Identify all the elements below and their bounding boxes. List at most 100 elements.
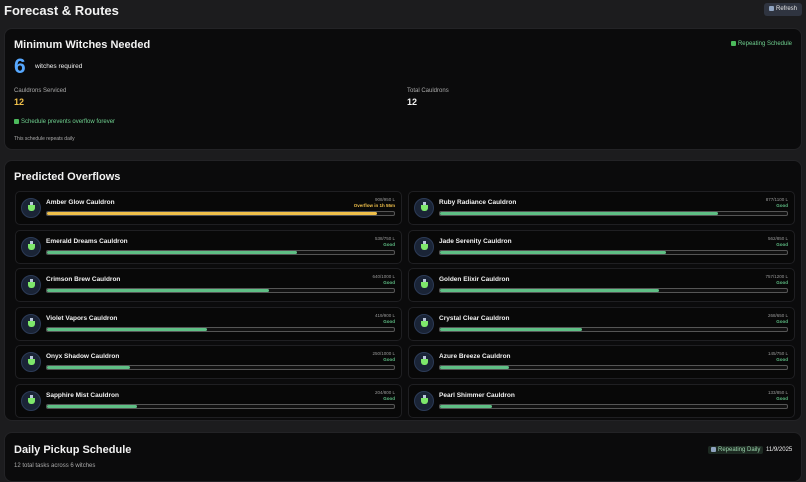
flask-neck bbox=[30, 356, 33, 359]
fill-bar bbox=[47, 327, 207, 331]
cauldron-icon bbox=[21, 390, 41, 411]
cauldron-status: Good bbox=[776, 318, 788, 324]
cauldron-volume: 908/950 L bbox=[374, 197, 395, 202]
summary: 12 total tasks across 6 witches bbox=[14, 463, 96, 469]
cauldron-volume: 204/800 L bbox=[374, 389, 395, 395]
cauldron-item: Ruby Radiance Cauldron 877/1100 L Good bbox=[408, 191, 795, 225]
cauldron-item: Onyx Shadow Cauldron 250/1000 L Good bbox=[15, 345, 402, 379]
cauldron-name: Onyx Shadow Cauldron bbox=[46, 353, 120, 360]
flask-body bbox=[421, 282, 428, 288]
cauldron-name: Amber Glow Cauldron bbox=[46, 199, 115, 206]
fill-bar bbox=[440, 212, 718, 215]
note: This schedule repeats daily bbox=[14, 136, 75, 142]
fill-bar bbox=[440, 289, 659, 292]
fill-bar bbox=[440, 250, 666, 254]
flask-body bbox=[28, 359, 35, 365]
date: 11/9/2025 bbox=[766, 447, 793, 453]
cauldron-volume: 562/850 L bbox=[767, 235, 788, 241]
flask-body bbox=[28, 282, 35, 288]
cauldron-name: Golden Elixir Cauldron bbox=[439, 276, 510, 283]
refresh-label: Refresh bbox=[775, 6, 797, 12]
cauldron-item: Violet Vapors Cauldron 419/900 L Good bbox=[15, 306, 402, 341]
cauldron-status: Good bbox=[383, 318, 395, 324]
fill-bar bbox=[440, 366, 510, 369]
cauldron-name: Crystal Clear Cauldron bbox=[439, 314, 510, 322]
cauldron-status: Overflow in 1h 55m bbox=[353, 203, 395, 208]
cauldron-item: Amber Glow Cauldron 908/950 L Overflow in … bbox=[15, 191, 402, 225]
cauldron-status: Good bbox=[383, 357, 395, 362]
cauldron-volume: 268/650 L bbox=[767, 312, 788, 318]
fill-track bbox=[439, 403, 788, 409]
cauldron-item: Crystal Clear Cauldron 268/650 L Good bbox=[408, 306, 795, 341]
stat-label: Cauldrons Serviced bbox=[14, 88, 67, 94]
count-label: witches required bbox=[35, 63, 83, 70]
fill-track bbox=[439, 249, 788, 255]
witch-count: 6 bbox=[14, 55, 26, 78]
cauldron-item: Azure Breeze Cauldron 145/750 L Good bbox=[408, 345, 795, 379]
page-title: Forecast & Routes bbox=[4, 3, 119, 18]
flask-neck bbox=[30, 317, 33, 321]
flask-body bbox=[28, 320, 35, 327]
fill-track bbox=[46, 365, 395, 370]
cauldron-status: Good bbox=[383, 395, 395, 401]
cauldron-icon bbox=[21, 352, 41, 372]
cauldron-icon bbox=[21, 313, 41, 334]
stat-value: 12 bbox=[14, 97, 25, 107]
cauldron-item: Sapphire Mist Cauldron 204/800 L Good bbox=[15, 383, 402, 418]
cauldron-item: Pearl Shimmer Cauldron 133/850 L Good bbox=[408, 383, 795, 418]
flask-neck bbox=[30, 240, 33, 244]
cauldron-name: Pearl Shimmer Cauldron bbox=[439, 391, 515, 399]
cauldron-item: Golden Elixir Cauldron 757/1200 L Good bbox=[408, 268, 795, 302]
card-title: Daily Pickup Schedule bbox=[14, 444, 132, 456]
badge-label: Repeating Daily bbox=[718, 447, 761, 454]
cauldron-volume: 538/750 L bbox=[374, 235, 395, 241]
refresh-button[interactable]: Refresh bbox=[764, 3, 802, 16]
status: Schedule prevents overflow forever bbox=[14, 119, 115, 125]
cauldron-icon bbox=[21, 198, 41, 218]
cauldron-icon bbox=[21, 236, 41, 257]
badge: Repeating Daily bbox=[708, 446, 764, 455]
flask-body bbox=[28, 397, 35, 404]
flask-body bbox=[28, 243, 35, 250]
fill-bar bbox=[440, 404, 493, 408]
fill-track bbox=[46, 403, 395, 409]
flask-neck bbox=[423, 317, 426, 321]
cauldron-volume: 133/850 L bbox=[767, 389, 788, 395]
cauldron-status: Good bbox=[383, 241, 395, 247]
cauldron-name: Emerald Dreams Cauldron bbox=[46, 237, 128, 245]
cauldron-item: Jade Serenity Cauldron 562/850 L Good bbox=[408, 229, 795, 264]
cauldron-status: Good bbox=[776, 241, 788, 247]
fill-track bbox=[46, 211, 395, 216]
cauldron-status: Good bbox=[776, 357, 788, 362]
fill-bar bbox=[440, 327, 583, 331]
flask-neck bbox=[423, 394, 426, 398]
flask-neck bbox=[423, 240, 426, 244]
flask-body bbox=[421, 205, 428, 211]
fill-bar bbox=[47, 366, 131, 369]
fill-bar bbox=[47, 212, 377, 215]
cauldron-name: Ruby Radiance Cauldron bbox=[439, 199, 517, 206]
cauldron-icon bbox=[414, 198, 434, 218]
card-title: Minimum Witches Needed bbox=[14, 39, 151, 51]
fill-bar bbox=[47, 289, 270, 292]
badge: Repeating Schedule bbox=[730, 41, 792, 47]
fill-track bbox=[46, 326, 395, 332]
fill-bar bbox=[47, 250, 297, 254]
flask-body bbox=[421, 320, 428, 327]
flask-neck bbox=[30, 279, 33, 282]
stat-value: 12 bbox=[407, 97, 418, 107]
flask-neck bbox=[423, 279, 426, 282]
witches-card: Minimum Witches Needed Repeating Schedul… bbox=[4, 28, 802, 150]
fill-track bbox=[439, 326, 788, 332]
cauldron-volume: 145/750 L bbox=[767, 351, 788, 356]
flask-body bbox=[421, 359, 428, 365]
cauldron-status: Good bbox=[383, 280, 395, 285]
fill-track bbox=[46, 288, 395, 293]
cauldron-icon bbox=[21, 275, 41, 295]
cauldron-volume: 757/1200 L bbox=[765, 274, 788, 279]
cauldron-volume: 877/1100 L bbox=[765, 197, 788, 202]
cauldron-name: Crimson Brew Cauldron bbox=[46, 276, 121, 283]
cauldron-status: Good bbox=[776, 203, 788, 208]
cauldron-name: Azure Breeze Cauldron bbox=[439, 353, 511, 360]
